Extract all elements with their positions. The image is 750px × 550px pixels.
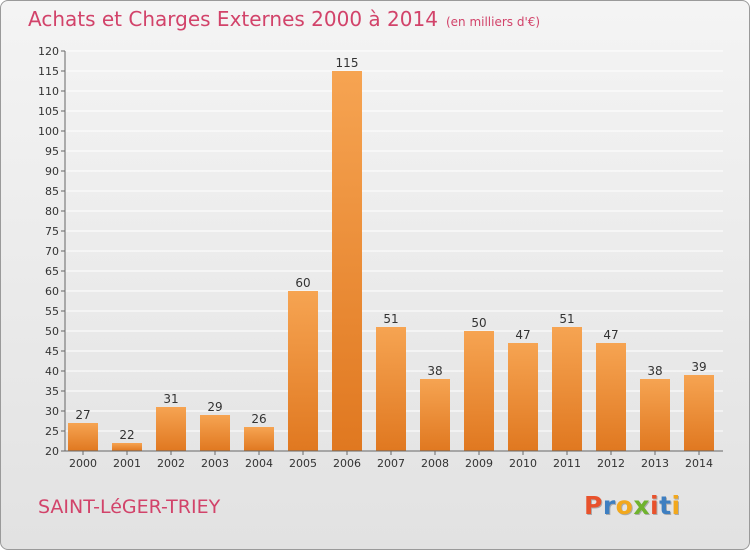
bar-2011 bbox=[552, 327, 582, 451]
y-tick-label: 105 bbox=[38, 105, 59, 118]
value-label-2010: 47 bbox=[515, 328, 530, 342]
bar-2001 bbox=[112, 443, 142, 451]
x-tick-label-2006: 2006 bbox=[333, 457, 361, 470]
bar-2009 bbox=[464, 331, 494, 451]
value-label-2007: 51 bbox=[383, 312, 398, 326]
y-tick-label: 90 bbox=[45, 165, 59, 178]
bar-2010 bbox=[508, 343, 538, 451]
bar-2003 bbox=[200, 415, 230, 451]
x-axis-ticks: 2000 2001 2002 2003 2004 2005 2006 2007 2008 2009… bbox=[69, 451, 713, 470]
bar-2000 bbox=[68, 423, 98, 451]
y-tick-label: 25 bbox=[45, 425, 59, 438]
bar-2014 bbox=[684, 375, 714, 451]
x-tick-label-2005: 2005 bbox=[289, 457, 317, 470]
y-tick-label: 20 bbox=[45, 445, 59, 458]
y-tick-label: 110 bbox=[38, 85, 59, 98]
value-label-2000: 27 bbox=[75, 408, 90, 422]
y-tick-label: 45 bbox=[45, 345, 59, 358]
y-tick-label: 55 bbox=[45, 305, 59, 318]
value-label-2001: 22 bbox=[119, 428, 134, 442]
x-tick-label-2009: 2009 bbox=[465, 457, 493, 470]
value-label-2008: 38 bbox=[427, 364, 442, 378]
chart-unit: (en milliers d'€) bbox=[445, 15, 541, 29]
chart-title: Achats et Charges Externes 2000 à 2014 (e… bbox=[28, 7, 540, 31]
y-tick-label: 40 bbox=[45, 365, 59, 378]
value-label-2003: 29 bbox=[207, 400, 222, 414]
value-label-2006: 115 bbox=[336, 56, 359, 70]
x-tick-label-2012: 2012 bbox=[597, 457, 625, 470]
axes bbox=[64, 51, 723, 452]
bar-2008 bbox=[420, 379, 450, 451]
y-tick-label: 95 bbox=[45, 145, 59, 158]
value-label-2004: 26 bbox=[251, 412, 266, 426]
x-tick-label-2007: 2007 bbox=[377, 457, 405, 470]
x-tick-label-2003: 2003 bbox=[201, 457, 229, 470]
value-label-2013: 38 bbox=[647, 364, 662, 378]
x-tick-label-2001: 2001 bbox=[113, 457, 141, 470]
commune-name: SAINT-LéGER-TRIEY bbox=[38, 496, 221, 518]
x-tick-label-2014: 2014 bbox=[685, 457, 713, 470]
y-axis-ticks: 20 25 30 35 40 45 50 55 60 65 70 75 80 85 90 95 100 105 11… bbox=[38, 45, 65, 458]
y-tick-label: 50 bbox=[45, 325, 59, 338]
y-tick-label: 100 bbox=[38, 125, 59, 138]
y-tick-label: 85 bbox=[45, 185, 59, 198]
logo-letter: t bbox=[659, 491, 672, 520]
bar-2012 bbox=[596, 343, 626, 451]
y-tick-label: 80 bbox=[45, 205, 59, 218]
y-tick-label: 120 bbox=[38, 45, 59, 58]
bar-2006 bbox=[332, 71, 362, 451]
bar-2005 bbox=[288, 291, 318, 451]
y-tick-label: 35 bbox=[45, 385, 59, 398]
bar-2002 bbox=[156, 407, 186, 451]
x-tick-label-2008: 2008 bbox=[421, 457, 449, 470]
x-tick-label-2000: 2000 bbox=[69, 457, 97, 470]
logo-letter: o bbox=[615, 491, 634, 520]
x-tick-label-2002: 2002 bbox=[157, 457, 185, 470]
y-tick-label: 70 bbox=[45, 245, 59, 258]
logo-letter: i bbox=[671, 491, 681, 520]
bars bbox=[68, 71, 714, 451]
value-labels: 27 22 31 29 26 60 115 51 38 50 47 51 47 38 39 bbox=[75, 56, 706, 442]
value-label-2005: 60 bbox=[295, 276, 310, 290]
proxiti-logo[interactable]: Proxiti bbox=[584, 491, 681, 520]
y-tick-label: 75 bbox=[45, 225, 59, 238]
bar-2013 bbox=[640, 379, 670, 451]
chart-title-text: Achats et Charges Externes 2000 à 2014 bbox=[28, 7, 438, 31]
value-label-2002: 31 bbox=[163, 392, 178, 406]
value-label-2009: 50 bbox=[471, 316, 486, 330]
value-label-2011: 51 bbox=[559, 312, 574, 326]
x-tick-label-2004: 2004 bbox=[245, 457, 273, 470]
logo-letter: r bbox=[602, 491, 616, 520]
y-tick-label: 65 bbox=[45, 265, 59, 278]
bar-2004 bbox=[244, 427, 274, 451]
y-tick-label: 60 bbox=[45, 285, 59, 298]
y-tick-label: 30 bbox=[45, 405, 59, 418]
x-tick-label-2010: 2010 bbox=[509, 457, 537, 470]
logo-letter: P bbox=[584, 491, 603, 520]
value-label-2014: 39 bbox=[691, 360, 706, 374]
x-tick-label-2011: 2011 bbox=[553, 457, 581, 470]
logo-letter: i bbox=[650, 491, 660, 520]
y-tick-label: 115 bbox=[38, 65, 59, 78]
bar-2007 bbox=[376, 327, 406, 451]
x-tick-label-2013: 2013 bbox=[641, 457, 669, 470]
value-label-2012: 47 bbox=[603, 328, 618, 342]
logo-letter: x bbox=[633, 491, 650, 520]
